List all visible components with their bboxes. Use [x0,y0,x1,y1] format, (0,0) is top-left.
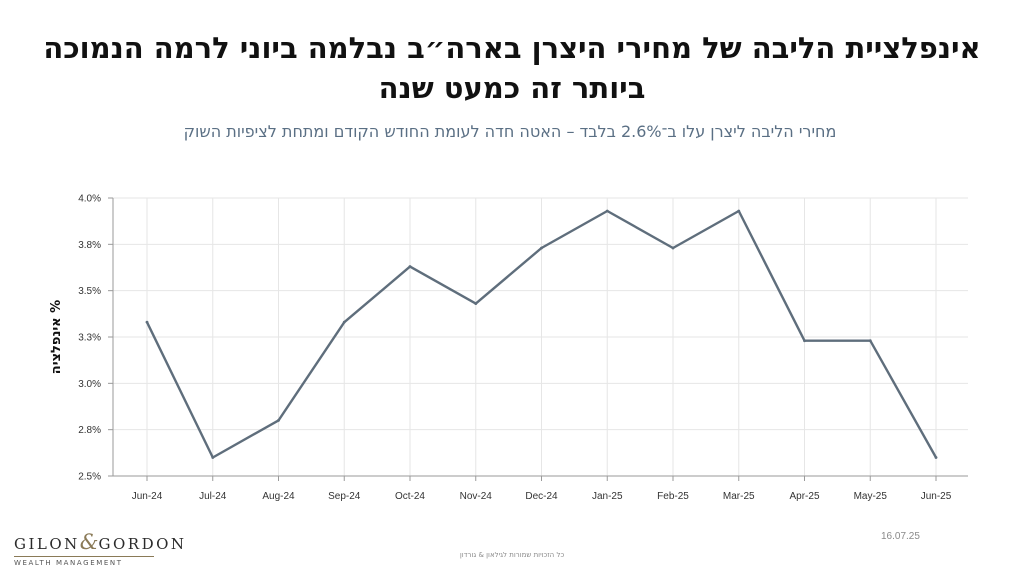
axes [108,197,968,481]
logo-ampersand: & [79,530,99,554]
chart-subtitle: מחירי הליבה ליצרן עלו ב־2.6% בלבד – האטה… [183,122,837,141]
y-tick-label: 3.3% [78,333,101,344]
x-tick-labels: Jun-24 Jul-24 Aug-24 Sep-24 Oct-24 Nov-24 Dec-… [132,491,952,502]
data-point [474,302,478,306]
series-layer [145,209,938,459]
x-tick-label: Nov-24 [460,491,493,502]
y-tick-label: 2.8% [78,425,101,436]
y-tick-label: 3.5% [78,286,101,297]
y-tick-label: 3.0% [78,379,101,390]
x-tick-label: Aug-24 [262,491,295,502]
y-tick-labels: 2.5% 2.8% 3.0% 3.3% 3.5% 3.8% 4.0% [78,194,101,483]
y-axis-label: % אינפלציה [49,300,64,374]
x-tick-label: Jan-25 [592,491,623,502]
x-tick-label: May-25 [854,491,888,502]
chart-title: אינפלציית הליבה של מחירי היצרן בארה״ב נב… [43,31,981,105]
y-tick-label: 3.8% [78,240,101,251]
x-tick-label: Oct-24 [395,491,425,502]
x-tick-label: Jun-24 [132,491,163,502]
logo-tagline: WEALTH MANAGEMENT [14,559,123,567]
x-tick-label: Jun-25 [921,491,952,502]
y-tick-label: 2.5% [78,472,101,483]
logo-word-right: GORDON [98,535,187,553]
gridlines [113,197,968,476]
x-tick-label: Feb-25 [657,491,689,502]
data-point [540,246,543,250]
data-point [868,339,872,343]
data-point [605,209,609,213]
data-point [737,209,741,213]
x-tick-label: Jul-24 [199,491,227,502]
x-tick-label: Mar-25 [723,491,755,502]
y-tick-label: 4.0% [78,194,101,205]
data-point [803,339,806,343]
x-tick-label: Dec-24 [525,491,558,502]
report-date: 16.07.25 [881,531,920,542]
logo-divider [14,556,154,557]
copyright-footer: כל הזכויות שמורות לגילאון & גורדון [459,551,565,559]
data-point [934,456,938,459]
data-point [145,320,149,324]
company-logo: GILON&GORDON WEALTH MANAGEMENT [14,530,184,567]
data-point [408,265,412,268]
data-point [671,246,675,250]
x-tick-label: Apr-25 [789,491,819,502]
logo-wordmark: GILON&GORDON [14,530,184,554]
x-tick-label: Sep-24 [328,491,361,502]
data-point [277,419,280,422]
logo-word-left: GILON [14,535,80,553]
data-point [342,320,346,324]
data-point [211,456,215,459]
